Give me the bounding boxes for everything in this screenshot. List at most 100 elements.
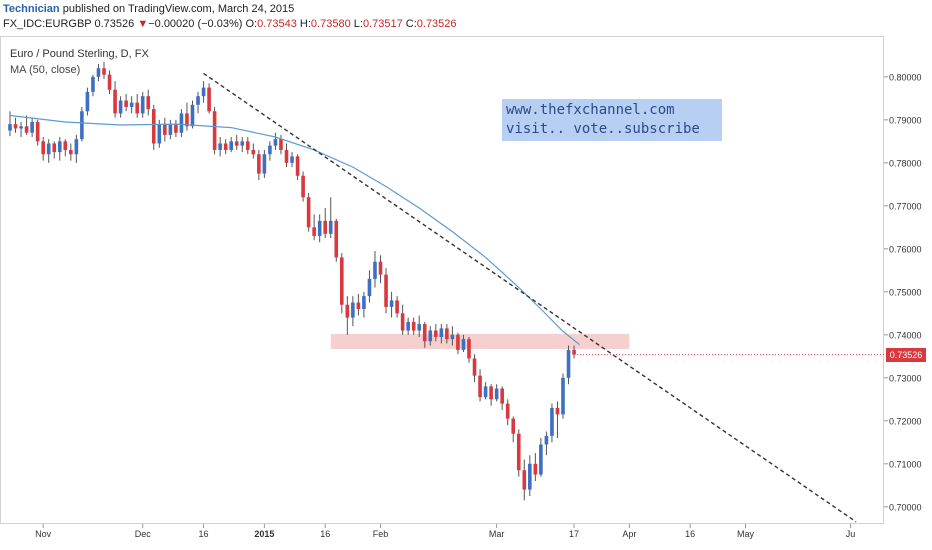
high-label: H: [299, 18, 311, 30]
down-arrow-icon: ▼ [137, 18, 149, 30]
candle-down [24, 126, 29, 133]
x-tick-label: May [737, 529, 755, 539]
y-tick-label: 0.78000 [889, 158, 922, 168]
plot-frame [0, 36, 884, 524]
candle-up [80, 111, 84, 140]
candle-down [207, 87, 211, 112]
candle-down [113, 89, 117, 114]
candle-up [74, 139, 79, 155]
candle-up [157, 124, 162, 144]
candle-up [140, 96, 145, 114]
candle-down [295, 156, 300, 176]
candle-up [328, 220, 333, 234]
candle-up [367, 278, 372, 297]
resistance-zone [330, 333, 630, 350]
open-value: 0.73543 [257, 18, 297, 30]
x-tick-label: 16 [199, 529, 209, 539]
candle-up [118, 100, 123, 114]
candle-down [467, 339, 471, 359]
candle-down [411, 321, 416, 331]
y-tick-label: 0.70000 [889, 502, 922, 512]
candle-up [273, 139, 278, 146]
author-link[interactable]: Technician [3, 3, 60, 15]
candle-down [456, 334, 460, 350]
candle-up [539, 444, 543, 475]
candle-down [212, 111, 217, 150]
candle-up [85, 91, 90, 112]
close-label: C: [405, 18, 417, 30]
chart-area[interactable]: 0.80000 0.79000 0.78000 0.77000 0.76000 0.750… [0, 36, 932, 550]
x-tick-label: Dec [135, 529, 152, 539]
ohlc-line: FX_IDC:EURGBP 0.73526 ▼−0.00020 (−0.03%)… [3, 18, 457, 30]
candle-up [550, 407, 554, 436]
low-value: 0.73517 [362, 18, 403, 30]
candle-up [417, 324, 422, 331]
candle-down [41, 141, 45, 155]
candle-up [240, 141, 245, 146]
candle-up [168, 124, 173, 135]
candle-down [434, 330, 438, 337]
publish-text: published on TradingView.com, March 24, … [62, 3, 295, 15]
y-tick-label: 0.76000 [889, 244, 922, 254]
candle-down [52, 143, 57, 153]
x-tick-label: Ju [846, 529, 856, 539]
candle-up [218, 143, 222, 150]
candle-down [445, 328, 449, 340]
x-tick-label: 2015 [254, 529, 274, 539]
candle-up [406, 321, 410, 331]
candle-up [290, 156, 294, 163]
candle-down [146, 96, 151, 110]
candle-down [102, 68, 106, 75]
candle-up [450, 334, 455, 340]
candle-down [572, 349, 576, 355]
candle-down [323, 220, 328, 234]
y-tick-label: 0.75000 [889, 287, 922, 297]
candle-up [96, 68, 101, 77]
x-tick-label: 17 [569, 529, 579, 539]
downtrend-line [203, 72, 857, 523]
candle-up [317, 220, 322, 236]
candle-down [251, 149, 256, 155]
candle-up [461, 339, 466, 350]
candle-up [30, 121, 34, 133]
candle-up [268, 145, 272, 155]
candle-down [356, 302, 361, 310]
y-tick-label: 0.79000 [889, 115, 922, 125]
candle-up [262, 154, 267, 174]
candle-up [428, 330, 433, 342]
price-chart[interactable]: 0.80000 0.79000 0.78000 0.77000 0.76000 0.750… [0, 36, 932, 550]
candle-down [478, 375, 482, 398]
candle-down [340, 257, 344, 305]
candle-down [301, 175, 305, 198]
candle-down [400, 313, 405, 331]
candle-up [373, 261, 377, 279]
candle-up [362, 296, 366, 310]
y-tick-label: 0.71000 [889, 459, 922, 469]
candle-down [284, 149, 289, 163]
candle-up [179, 113, 184, 133]
last-price: 0.73526 [94, 18, 135, 30]
candle-down [422, 324, 427, 342]
candle-down [151, 109, 156, 144]
candle-up [91, 76, 95, 92]
candle-down [69, 149, 73, 155]
candle-down [107, 74, 112, 90]
candle-down [135, 102, 139, 114]
candle-up [57, 141, 62, 153]
candle-down [511, 418, 516, 434]
watermark-box: www.thefxchannel.com visit.. vote..subsc… [502, 99, 722, 141]
close-value: 0.73526 [416, 18, 457, 30]
candle-down [505, 403, 510, 419]
candle-down [174, 124, 178, 133]
candle-up [8, 124, 12, 131]
candle-up [196, 96, 200, 105]
candle-up [494, 388, 499, 400]
candle-down [516, 433, 521, 471]
x-tick-label: Nov [35, 529, 52, 539]
current-price-tag: 0.73526 [886, 347, 926, 362]
indicator-legend[interactable]: MA (50, close) [10, 64, 81, 76]
candle-down [522, 470, 527, 490]
candle-up [190, 104, 195, 127]
candle-down [334, 220, 339, 258]
x-tick-label: 16 [685, 529, 695, 539]
